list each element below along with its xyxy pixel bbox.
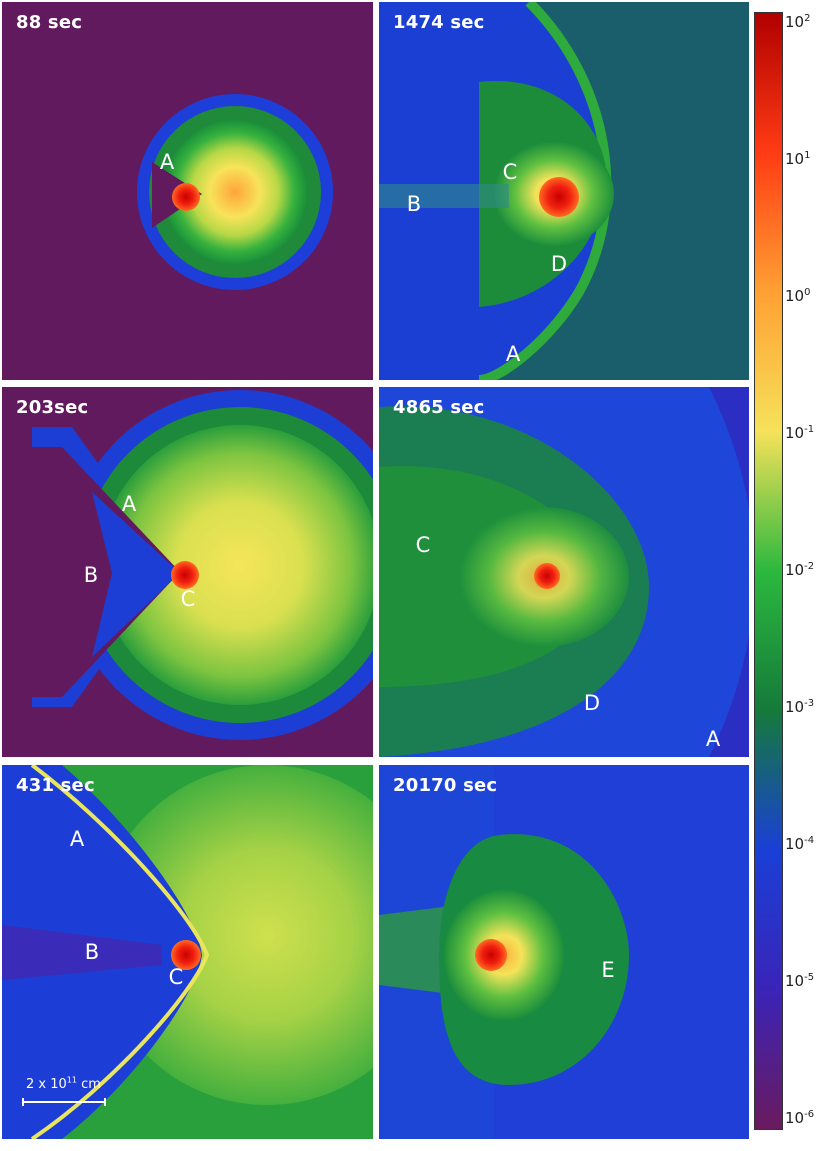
panel-time-label: 203sec bbox=[16, 397, 89, 418]
simulation-image-20170-sec bbox=[379, 765, 629, 1139]
colorbar bbox=[754, 12, 783, 1130]
scale-bar-line bbox=[22, 1098, 106, 1106]
feature-label: C bbox=[168, 965, 184, 989]
colorbar-tick-label: 10-5 bbox=[785, 972, 815, 990]
feature-label: C bbox=[180, 587, 196, 611]
panel-time-label: 4865 sec bbox=[393, 397, 485, 418]
colorbar-tick-label: 102 bbox=[785, 13, 811, 31]
panel-time-label: 1474 sec bbox=[393, 12, 485, 33]
colorbar-tick-label: 10-2 bbox=[785, 561, 815, 579]
feature-label: B bbox=[406, 192, 422, 216]
colorbar-tick-label: 101 bbox=[785, 150, 811, 168]
colorbar-tick-label: 10-4 bbox=[785, 835, 815, 853]
feature-label: A bbox=[159, 150, 175, 174]
feature-label: A bbox=[505, 342, 521, 366]
colorbar-tick-label: 10-6 bbox=[785, 1109, 815, 1127]
simulation-image-4865-sec bbox=[379, 387, 749, 757]
feature-label: D bbox=[550, 252, 568, 276]
panel-time-label: 88 sec bbox=[16, 12, 83, 33]
feature-label: B bbox=[84, 940, 100, 964]
panel-20170-sec: 20170 sec E bbox=[379, 765, 749, 1139]
feature-label: B bbox=[83, 563, 99, 587]
feature-label: C bbox=[502, 160, 518, 184]
feature-label: A bbox=[705, 727, 721, 751]
panel-1474-sec: 1474 sec C B D A bbox=[379, 2, 749, 380]
colorbar-tick-label: 10-3 bbox=[785, 698, 815, 716]
panel-time-label: 431 sec bbox=[16, 775, 95, 796]
feature-label: C bbox=[415, 533, 431, 557]
panel-88-sec: 88 sec A bbox=[2, 2, 373, 380]
panel-431-sec: 431 sec A B C bbox=[2, 765, 373, 1139]
colorbar-tick-label: 10-1 bbox=[785, 424, 815, 442]
colorbar-tick-label: 100 bbox=[785, 287, 811, 305]
scale-bar: 2 x 1011 cm bbox=[22, 1075, 142, 1106]
panel-4865-sec: 4865 sec C D A bbox=[379, 387, 749, 757]
panel-203-sec: 203sec A B C bbox=[2, 387, 373, 757]
simulation-image-88-sec bbox=[137, 94, 333, 290]
simulation-image-1474-sec bbox=[379, 2, 614, 380]
feature-label: D bbox=[583, 691, 601, 715]
feature-label: A bbox=[121, 492, 137, 516]
scale-bar-label: 2 x 1011 cm bbox=[26, 1075, 101, 1092]
simulation-image-203-sec bbox=[2, 390, 373, 740]
simulation-image-431-sec bbox=[2, 765, 373, 1139]
feature-label: A bbox=[69, 827, 85, 851]
panel-time-label: 20170 sec bbox=[393, 775, 498, 796]
feature-label: E bbox=[601, 958, 615, 982]
